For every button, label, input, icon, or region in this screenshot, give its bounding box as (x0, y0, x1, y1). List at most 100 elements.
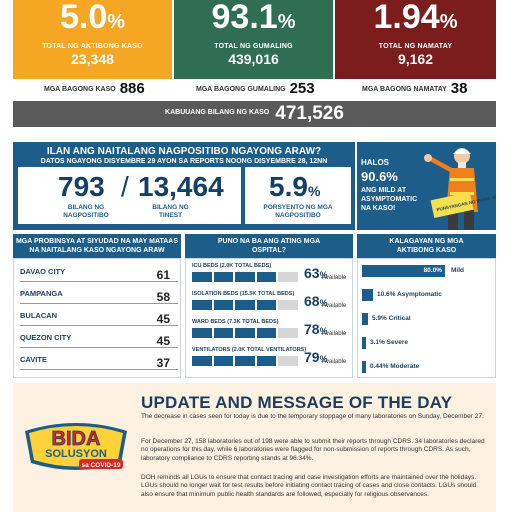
case-bar: 80.0% (362, 265, 445, 277)
bida-solusyon-logo: BIDA SOLUSYON sa COVID-19 (25, 423, 127, 470)
isolation-beds-bars (192, 300, 298, 310)
new-deaths-value: 38 (450, 80, 468, 97)
positives-label: BILANG NG NAGPOSITIBO (63, 204, 109, 219)
mild-asymptomatic-panel: HALOS 90.6% ANG MILD AT ASYMPTOMATIC NA … (357, 142, 496, 230)
case-text: 3.1% Severe (370, 337, 408, 349)
hospital-capacity-list: ICU BEDS (2.0K TOTAL BEDS) 63% Available… (185, 258, 353, 378)
update-title: UPDATE AND MESSAGE OF THE DAY (141, 393, 453, 412)
case-pct: 0.44% (370, 363, 389, 370)
total-cases-value: 471,526 (275, 103, 344, 124)
recovered-pct-value: 93.1 (211, 0, 278, 36)
logo-covid-text: sa COVID-19 (81, 462, 120, 469)
ward-beds-bars (192, 328, 298, 338)
update-message-panel: BIDA SOLUSYON sa COVID-19 UPDATE AND MES… (13, 383, 496, 512)
recovered-card: 93.1% TOTAL NG GUMALING 439,016 (174, 0, 333, 79)
ward-beds-label: WARD BEDS (7.3K TOTAL BEDS) (192, 319, 279, 325)
province-row: DAVAO CITY 61 (20, 267, 178, 282)
case-bar (362, 337, 366, 349)
deaths-pct-sign: % (439, 11, 458, 33)
construction-worker-icon: PUNSYANGAN NG IBANG NETBOS (418, 142, 496, 230)
provinces-list: DAVAO CITY 61 PAMPANGA 58 BULACAN 45 QUEZON… (13, 258, 181, 378)
recovered-pct-sign: % (277, 11, 296, 33)
isolation-beds-label: ISOLATION BEDS (15.5K TOTAL BEDS) (192, 291, 295, 297)
positives-slash: / (121, 171, 129, 202)
province-value: 58 (156, 290, 170, 304)
tested-value: 13,464 (138, 171, 224, 202)
province-row: QUEZON CITY 45 (20, 333, 178, 348)
positives-value: 793 (58, 171, 105, 202)
deaths-pct-value: 1.94 (373, 0, 440, 36)
province-name: DAVAO CITY (20, 267, 66, 276)
case-label: Moderate (390, 363, 420, 370)
new-deaths: MGA BAGONG NAMATAY 38 (362, 80, 467, 99)
province-name: PAMPANGA (20, 289, 63, 298)
ventilators-pct: 79% (304, 349, 328, 365)
logo-bida-text: BIDA (52, 428, 101, 450)
isolation-pct-sign: % (319, 298, 328, 308)
logo-solusyon-text: SOLUSYON (45, 448, 107, 460)
case-row-moderate: 0.44% Moderate (362, 361, 493, 375)
case-text: 5.9% Critical (372, 313, 411, 325)
ward-pct-sign: % (319, 326, 328, 336)
province-value: 37 (156, 356, 170, 370)
case-label: Mild (451, 267, 464, 274)
icu-available-label: Available (322, 275, 347, 281)
hospital-header: PUNO NA BA ANG ATING MGA OSPITAL? (185, 234, 353, 258)
case-bar (362, 289, 373, 301)
province-name: CAVITE (20, 355, 47, 364)
ventilators-bars (192, 356, 298, 366)
positivity-rate-sign: % (307, 183, 321, 199)
active-cases-card: 5.0% TOTAL NG AKTIBONG KASO 23,348 (13, 0, 172, 79)
update-paragraph-1: The decrease in cases seen for today is … (141, 413, 484, 420)
case-label: Critical (388, 315, 411, 322)
icu-beds-bars (192, 272, 298, 282)
recovered-pct: 93.1% (174, 0, 333, 39)
ward-pct-value: 78 (304, 321, 320, 337)
case-row-asymptomatic: 10.6% Asymptomatic (362, 289, 493, 303)
case-status-list: 80.0% Mild 10.6% Asymptomatic 5.9% Criti… (357, 258, 496, 378)
recovered-label: TOTAL NG GUMALING (214, 43, 293, 50)
deaths-count: 9,162 (397, 51, 434, 67)
new-cases-label: MGA BAGONG KASO (44, 86, 116, 93)
province-value: 45 (156, 312, 170, 326)
deaths-pct: 1.94% (335, 0, 496, 39)
daily-question: ILAN ANG NAITALANG NAGPOSITIBO NGAYONG A… (46, 146, 322, 157)
icu-pct-value: 63 (304, 265, 320, 281)
total-cases-label: KABUUANG BILANG NG KASO (165, 109, 270, 116)
case-pct: 10.6% (377, 291, 396, 298)
province-value: 61 (156, 268, 170, 282)
province-row: PAMPANGA 58 (20, 289, 178, 304)
province-row: BULACAN 45 (20, 311, 178, 326)
new-cases: MGA BAGONG KASO 886 (44, 80, 145, 99)
icu-pct-sign: % (319, 270, 328, 280)
province-value: 45 (156, 334, 170, 348)
isolation-available-label: Available (322, 303, 347, 309)
active-label: TOTAL NG AKTIBONG KASO (42, 43, 143, 50)
case-status-header: KALAGAYAN NG MGA AKTIBONG KASO (357, 234, 496, 258)
province-name: BULACAN (20, 311, 58, 320)
update-paragraph-3: DOH reminds all LGUs to ensure that cont… (141, 474, 477, 498)
hospital-row-icu: ICU BEDS (2.0K TOTAL BEDS) 63% Available (190, 263, 350, 287)
case-row-critical: 5.9% Critical (362, 313, 493, 327)
tested-label: BILANG NG TINEST (152, 204, 189, 219)
active-pct-value: 5.0 (59, 0, 108, 36)
hospital-row-isolation: ISOLATION BEDS (15.5K TOTAL BEDS) 68% Av… (190, 291, 350, 315)
deaths-card: 1.94% TOTAL NG NAMATAY 9,162 (335, 0, 496, 79)
active-count: 23,348 (71, 51, 114, 67)
ventilators-available-label: Available (322, 359, 347, 365)
icu-pct: 63% (304, 265, 328, 281)
ventilators-pct-value: 79 (304, 349, 320, 365)
hospital-row-ward: WARD BEDS (7.3K TOTAL BEDS) 78% Availabl… (190, 319, 350, 343)
positives-box: 793 / 13,464 BILANG NG NAGPOSITIBO BILAN… (18, 167, 241, 224)
ward-pct: 78% (304, 321, 328, 337)
case-row-mild: 80.0% Mild (362, 265, 493, 279)
hospital-row-ventilators: VENTILATORS (2.0K TOTAL VENTILATORS) 79%… (190, 347, 350, 371)
case-pct: 3.1% (370, 339, 385, 346)
province-name: QUEZON CITY (20, 333, 72, 342)
daily-positives-panel: ILAN ANG NAITALANG NAGPOSITIBO NGAYONG A… (13, 142, 355, 230)
case-text: 0.44% Moderate (370, 361, 419, 373)
case-row-severe: 3.1% Severe (362, 337, 493, 351)
active-pct: 5.0% (13, 0, 172, 39)
case-bar (362, 313, 368, 325)
recovered-count: 439,016 (228, 51, 279, 67)
